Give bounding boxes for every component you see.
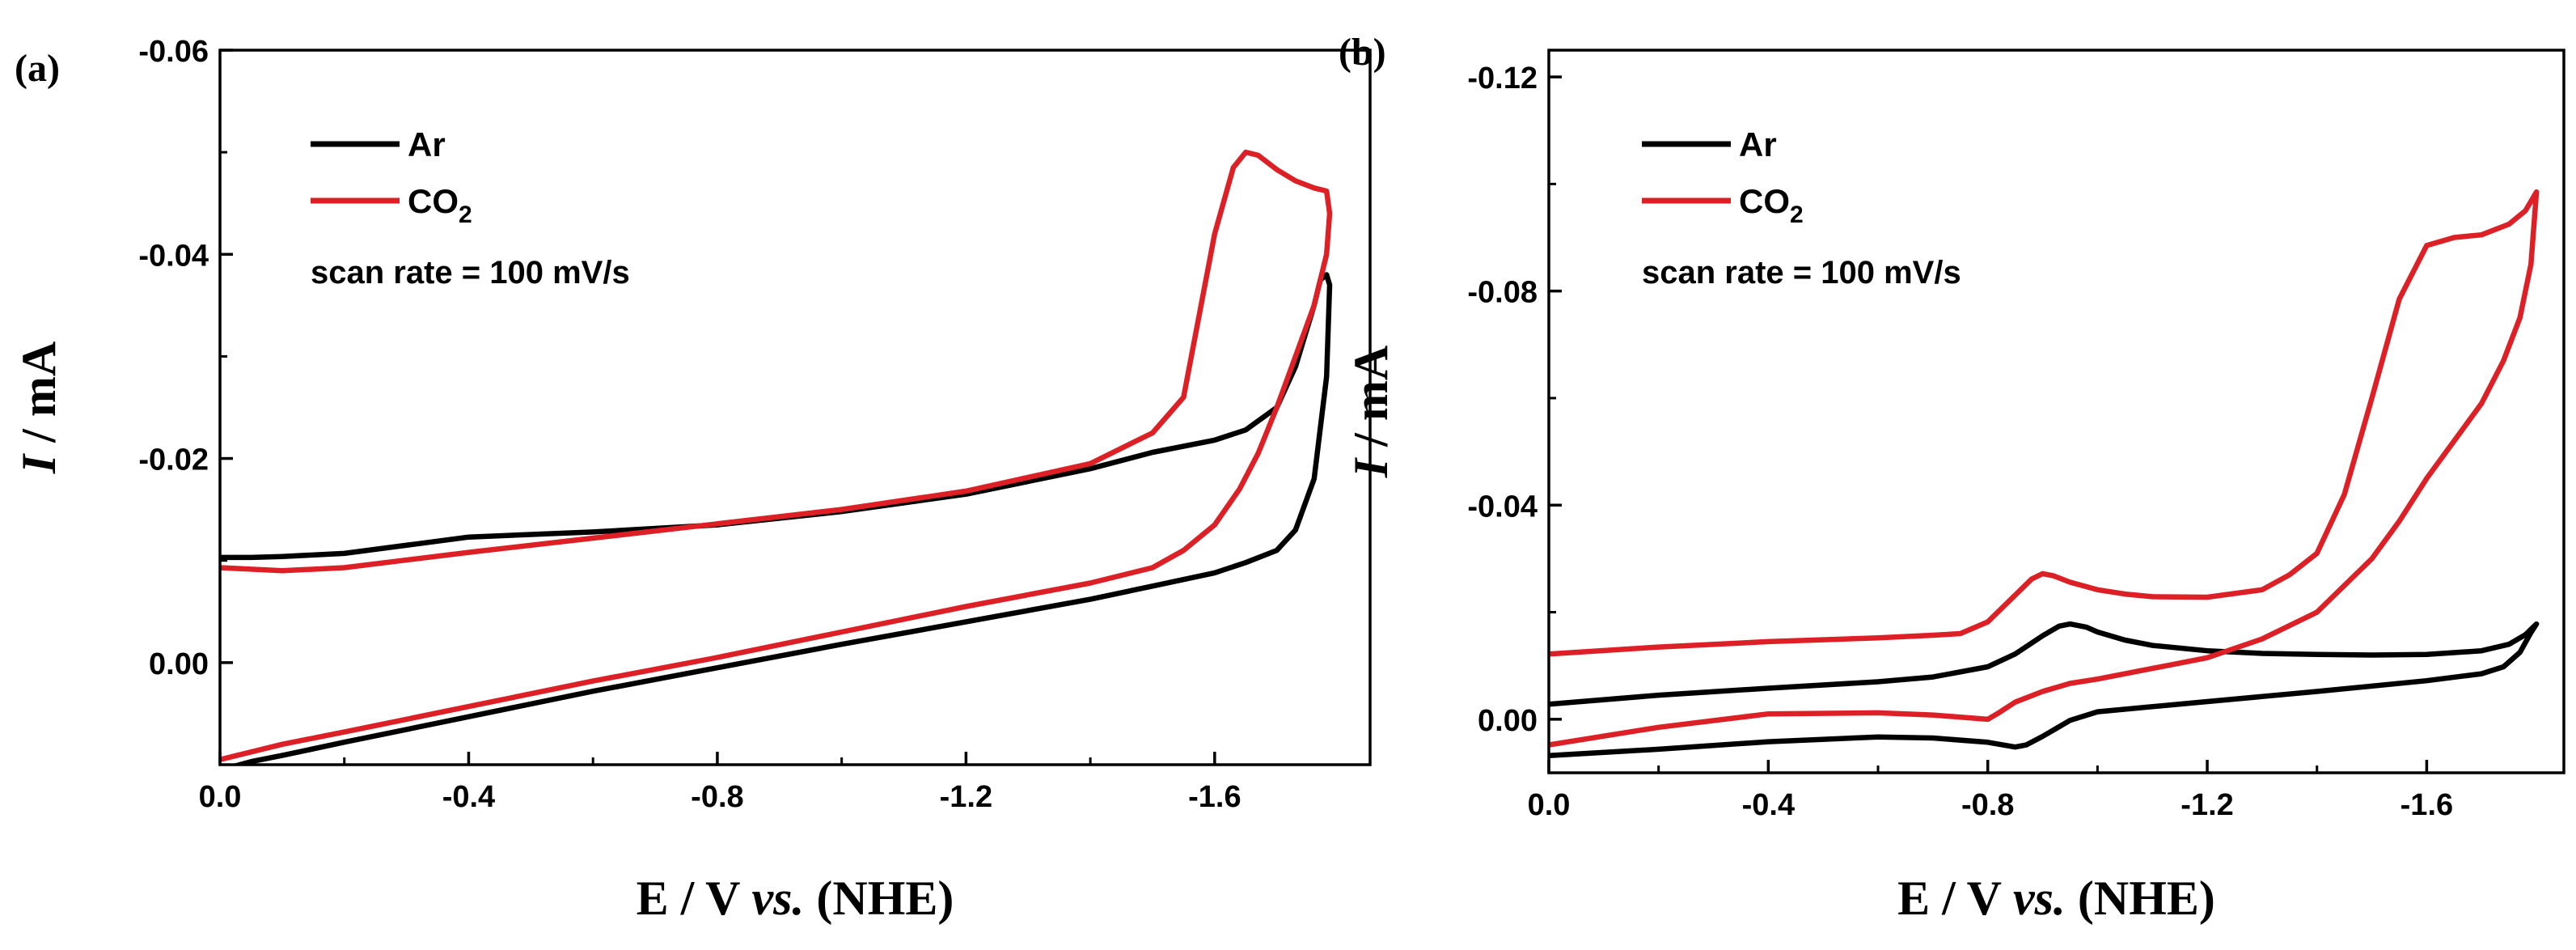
series-line-co2 xyxy=(220,149,1333,762)
panel-a: (a) 0.0 -0.4 -0.8 -1.2 -1.6 -0.06 -0.04 -0.02 0.0… xyxy=(12,35,1372,925)
legend: Ar CO2 xyxy=(1642,125,1804,228)
series-line-ar xyxy=(1549,621,2540,759)
x-axis-title: E / V vs. (NHE) xyxy=(1897,872,2215,925)
x-tick-label: -1.2 xyxy=(940,780,992,814)
y-tick-label: -0.04 xyxy=(138,239,209,273)
y-axis-title: I / mA xyxy=(12,341,66,474)
x-tick-label: -1.2 xyxy=(2181,788,2233,822)
x-tick-label: 0.0 xyxy=(199,780,242,814)
legend-label-ar: Ar xyxy=(408,125,446,163)
x-tick-label: -0.4 xyxy=(442,780,495,814)
legend: Ar CO2 xyxy=(311,125,472,228)
y-axis-title: I / mA xyxy=(1344,346,1398,478)
y-tick-label: -0.12 xyxy=(1467,61,1538,95)
y-tick-label: -0.06 xyxy=(138,35,209,69)
x-tick-label: -1.6 xyxy=(2400,788,2453,822)
scan-rate-annotation: scan rate = 100 mV/s xyxy=(311,255,630,291)
x-tick-label: 0.0 xyxy=(1528,788,1571,822)
panel-b: (b) 0.0 -0.4 -0.8 -1.2 -1.6 -0.12 -0.08 -0.04 0.0… xyxy=(1339,31,2565,925)
x-tick-label: -0.4 xyxy=(1742,788,1795,822)
y-tick-label: -0.08 xyxy=(1467,276,1538,310)
plot-frame xyxy=(1547,49,2565,774)
series-line-co2 xyxy=(1549,189,2540,748)
x-tick-label: -0.8 xyxy=(1961,788,2014,822)
y-tick-label: 0.00 xyxy=(1478,704,1538,738)
x-axis-title: E / V vs. (NHE) xyxy=(637,872,954,925)
legend-label-ar: Ar xyxy=(1739,125,1777,163)
x-tick-label: -1.6 xyxy=(1188,780,1241,814)
plot-frame xyxy=(218,49,1372,766)
legend-label-co2: CO2 xyxy=(1739,182,1804,228)
scan-rate-annotation: scan rate = 100 mV/s xyxy=(1642,255,1961,291)
panel-label: (a) xyxy=(15,47,60,90)
panel-label: (b) xyxy=(1339,31,1386,74)
y-tick-label: 0.00 xyxy=(149,647,209,681)
y-tick-label: -0.02 xyxy=(138,443,209,477)
y-tick-label: -0.04 xyxy=(1467,490,1538,524)
legend-label-co2: CO2 xyxy=(408,182,472,228)
x-tick-label: -0.8 xyxy=(691,780,743,814)
